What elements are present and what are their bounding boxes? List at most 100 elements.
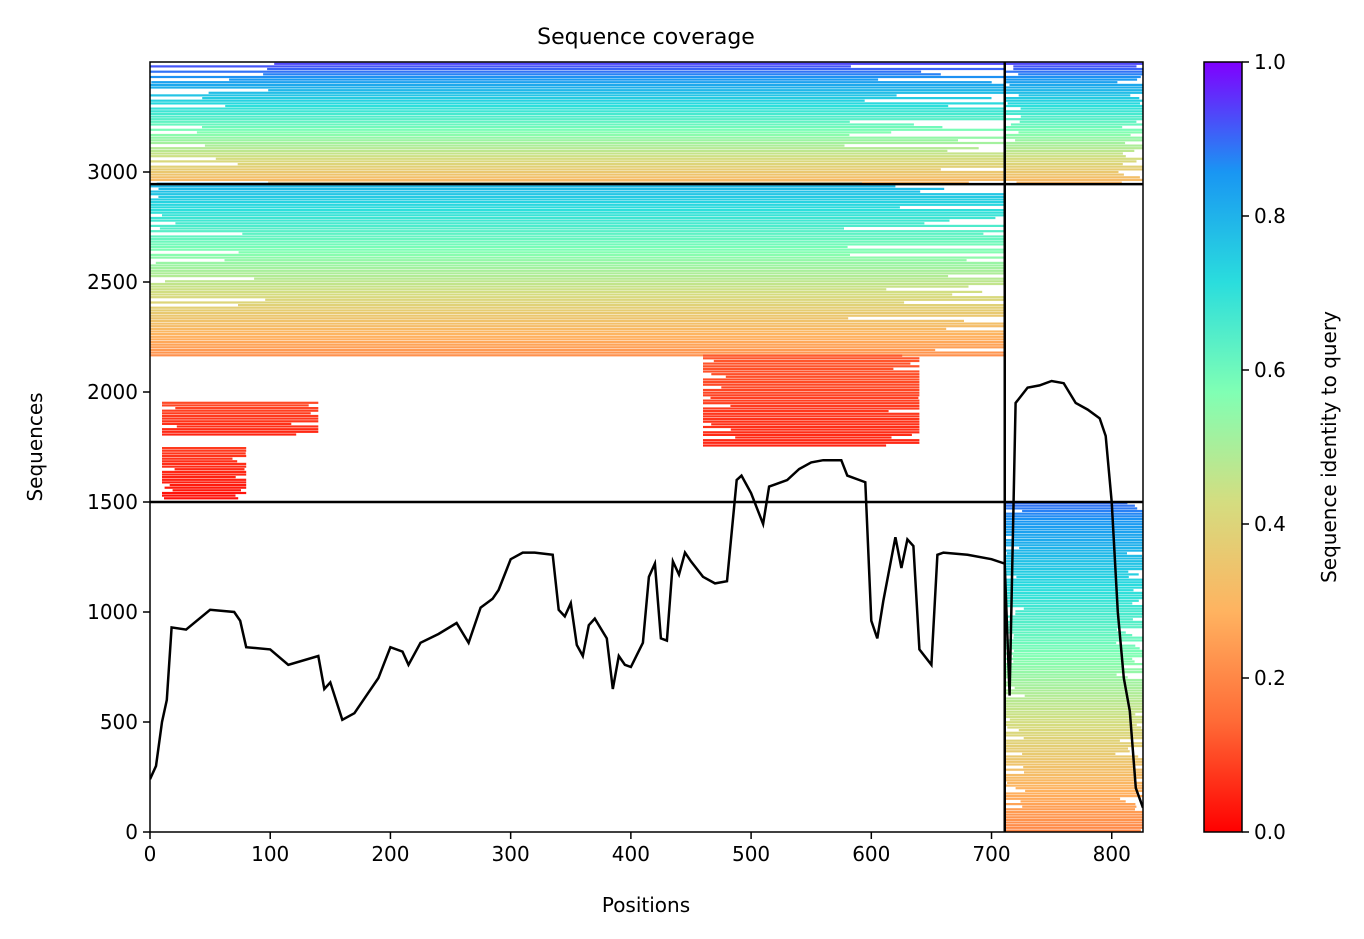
coverage-row: [1004, 710, 1143, 713]
colorbar-tick-label: 1.0: [1254, 50, 1286, 74]
coverage-row: [150, 168, 941, 171]
coverage-row: [150, 147, 979, 150]
coverage-row: [162, 454, 247, 458]
coverage-row: [225, 104, 949, 108]
colorbar-label: Sequence identity to query: [1317, 311, 1341, 583]
coverage-row: [1004, 644, 1136, 647]
coverage-row: [1004, 826, 1143, 829]
coverage-row: [202, 126, 943, 129]
coverage-row: [1004, 91, 1143, 94]
y-tick-label: 1000: [87, 600, 138, 624]
coverage-row: [703, 439, 920, 442]
coverage-row: [1004, 681, 1143, 684]
coverage-row: [150, 173, 1005, 176]
coverage-row: [1004, 126, 1123, 129]
coverage-row: [150, 149, 948, 152]
coverage-row: [1016, 181, 1122, 184]
coverage-row: [1004, 70, 1143, 73]
coverage-row: [162, 457, 233, 460]
coverage-row: [1004, 597, 1143, 600]
coverage-row: [162, 409, 319, 412]
coverage-row: [1004, 155, 1126, 158]
coverage-row: [1014, 686, 1143, 689]
coverage-row: [150, 128, 1005, 131]
coverage-row: [703, 399, 920, 402]
coverage-row: [1004, 62, 1143, 65]
coverage-row: [1004, 734, 1143, 737]
coverage-row: [703, 407, 920, 410]
coverage-row: [703, 420, 920, 423]
coverage-row: [1004, 715, 1143, 718]
coverage-row: [162, 420, 319, 423]
colorbar-tick-label: 0.4: [1254, 512, 1286, 536]
plot-frame: [149, 61, 1144, 833]
coverage-row: [162, 470, 247, 473]
coverage-row: [150, 325, 1005, 328]
coverage-row: [150, 301, 905, 304]
coverage-row: [1010, 123, 1143, 126]
coverage-row: [150, 115, 1005, 118]
coverage-row: [162, 430, 319, 433]
coverage-row: [174, 468, 245, 471]
coverage-row: [150, 264, 1005, 267]
coverage-row: [703, 415, 920, 418]
coverage-row: [150, 314, 1005, 317]
coverage-row: [150, 338, 1005, 341]
y-axis-label: Sequences: [23, 392, 47, 501]
coverage-row: [150, 209, 1005, 212]
y-tick-label: 0: [125, 820, 138, 844]
x-axis-label: Positions: [602, 893, 690, 917]
coverage-row: [1006, 552, 1127, 555]
coverage-row: [1004, 570, 1129, 573]
coverage-row: [1004, 525, 1143, 528]
coverage-row: [1004, 641, 1117, 645]
x-tick-label: 300: [492, 842, 530, 866]
coverage-region-chain-1: [162, 447, 247, 500]
coverage-row: [1004, 652, 1143, 655]
coverage-row: [150, 136, 1005, 139]
coverage-row: [1013, 65, 1137, 68]
coverage-row: [254, 277, 1005, 280]
coverage-region-paired: [1004, 62, 1143, 184]
coverage-row: [169, 484, 247, 487]
coverage-row: [1022, 752, 1116, 755]
coverage-row: [162, 422, 292, 425]
coverage-row: [1004, 504, 1135, 507]
coverage-row: [150, 330, 1005, 333]
coverage-row: [150, 296, 1005, 299]
coverage-row: [1004, 713, 1136, 716]
coverage-row: [1004, 99, 1143, 102]
coverage-row: [1004, 97, 1140, 100]
coverage-row: [1004, 615, 1143, 618]
coverage-row: [1004, 702, 1143, 705]
colorbar-tick-label: 0.2: [1254, 666, 1286, 690]
coverage-row: [150, 351, 1005, 354]
coverage-row: [150, 165, 1005, 168]
coverage-row: [1018, 729, 1143, 732]
coverage-row: [150, 267, 1005, 270]
coverage-row: [1004, 118, 1143, 121]
y-tick-label: 1500: [87, 490, 138, 514]
coverage-row: [1004, 684, 1143, 687]
coverage-row: [150, 346, 1005, 349]
coverage-row: [1004, 178, 1143, 181]
coverage-row: [150, 110, 1005, 113]
coverage-row: [1004, 797, 1121, 800]
coverage-row: [1013, 655, 1143, 658]
coverage-row: [703, 410, 889, 413]
coverage-row: [172, 489, 241, 492]
coverage-row: [150, 201, 1005, 204]
x-axis-ticks: 0 100 200 300 400 500 600 700 800: [144, 832, 1131, 866]
coverage-row: [1004, 515, 1143, 518]
x-tick-label: 100: [251, 842, 289, 866]
coverage-row: [725, 375, 920, 378]
coverage-row: [215, 157, 1005, 160]
coverage-row: [1004, 829, 1141, 832]
coverage-row: [735, 436, 892, 439]
y-tick-label: 500: [100, 710, 138, 734]
coverage-row: [162, 417, 319, 420]
chart-title: Sequence coverage: [537, 25, 755, 50]
coverage-row: [703, 365, 920, 368]
coverage-row: [162, 476, 236, 479]
coverage-row: [162, 494, 236, 497]
